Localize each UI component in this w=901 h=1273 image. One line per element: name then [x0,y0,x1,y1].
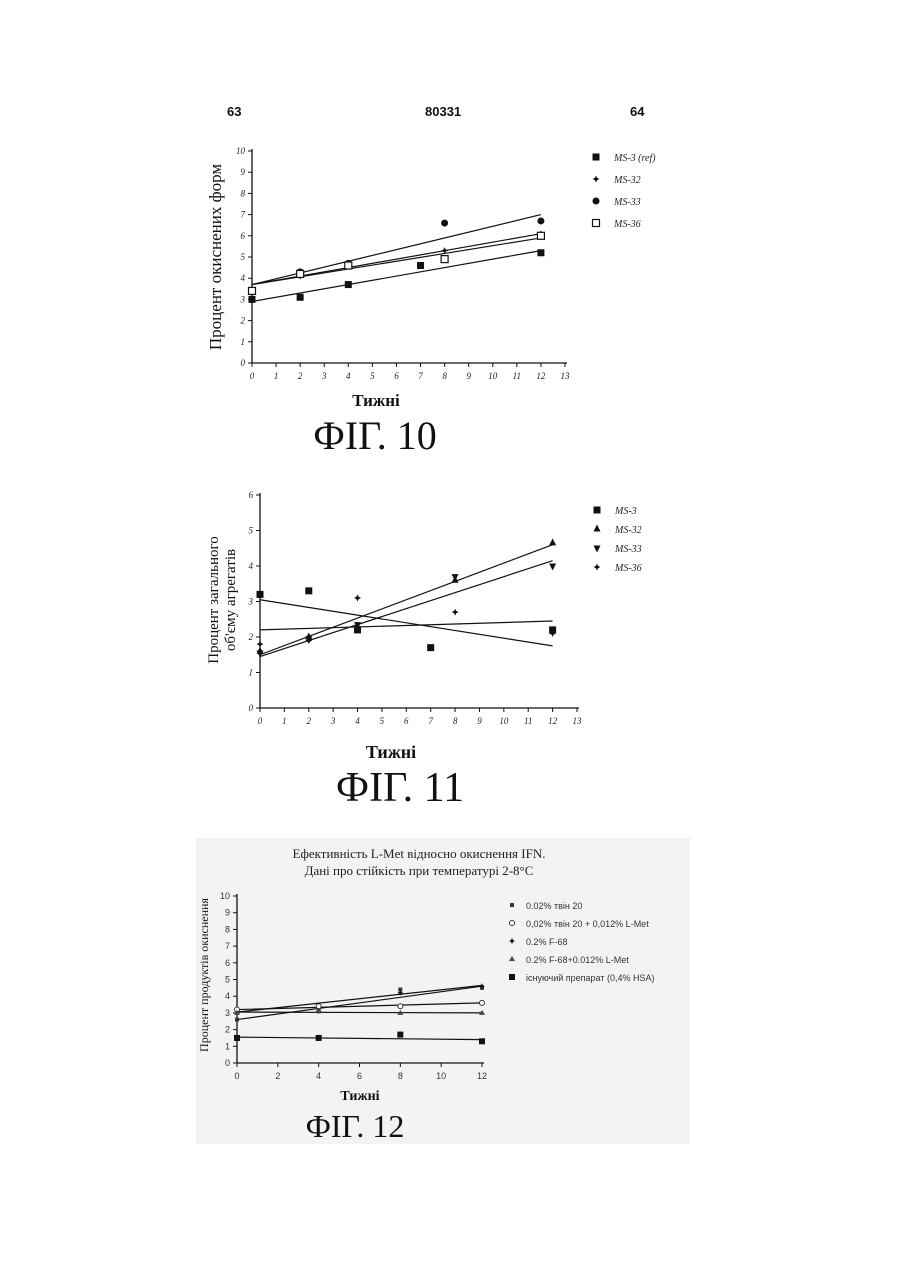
chart12-series4-point [479,1038,485,1044]
chart12-y-tick-label: 10 [220,891,230,901]
chart12-series1-point [398,1004,403,1009]
chart12-x-tick-label: 12 [477,1071,487,1081]
chart12-legend-marker [510,921,515,926]
chart12-y-tick-label: 6 [225,958,230,968]
chart12-x-tick-label: 2 [275,1071,280,1081]
chart12-y-tick-label: 8 [225,924,230,934]
chart12-series1-point [480,1000,485,1005]
chart12-legend-entry-1: 0,02% твін 20 + 0,012% L-Met [526,919,649,929]
chart12-series4-point [316,1035,322,1041]
chart12-series0-point [235,1018,239,1022]
chart12-x-tick-label: 0 [234,1071,239,1081]
chart12-x-tick-label: 4 [316,1071,321,1081]
chart12-legend-marker [509,974,515,980]
chart12-y-tick-label: 4 [225,991,230,1001]
chart12-y-tick-label: 3 [225,1008,230,1018]
chart12-legend-entry-2: 0.2% F-68 [526,937,568,947]
chart12-series3-fit-line [237,1012,482,1013]
chart12-y-tick-label: 9 [225,908,230,918]
figure-12-label: ФІГ. 12 [290,1108,420,1145]
chart12-y-tick-label: 7 [225,941,230,951]
figure-12-chart: Ефективність L-Met відносно окиснення IF… [0,0,901,1150]
chart12-series1-point [316,1004,321,1009]
chart12-y-axis-label: Процент продуктів окиснення [197,898,211,1052]
chart12-y-tick-label: 5 [225,975,230,985]
chart12-x-tick-label: 6 [357,1071,362,1081]
chart12-legend-entry-4: існуючий препарат (0,4% HSA) [526,973,654,983]
chart12-x-axis-label: Тижні [340,1089,379,1104]
chart12-legend-marker [510,903,514,907]
chart12-y-tick-label: 1 [225,1041,230,1051]
chart12-y-tick-label: 2 [225,1025,230,1035]
chart12-x-tick-label: 8 [398,1071,403,1081]
chart12-y-tick-label: 0 [225,1058,230,1068]
chart12-legend-entry-0: 0.02% твін 20 [526,901,582,911]
chart12-subtitle: Дані про стійкість при температурі 2-8°С [305,863,534,878]
chart12-x-tick-label: 10 [436,1071,446,1081]
chart12-series4-point [397,1032,403,1038]
chart12-legend-entry-3: 0.2% F-68+0.012% L-Met [526,955,629,965]
chart12-series4-point [234,1035,240,1041]
chart12-title: Ефективність L-Met відносно окиснення IF… [293,846,546,861]
